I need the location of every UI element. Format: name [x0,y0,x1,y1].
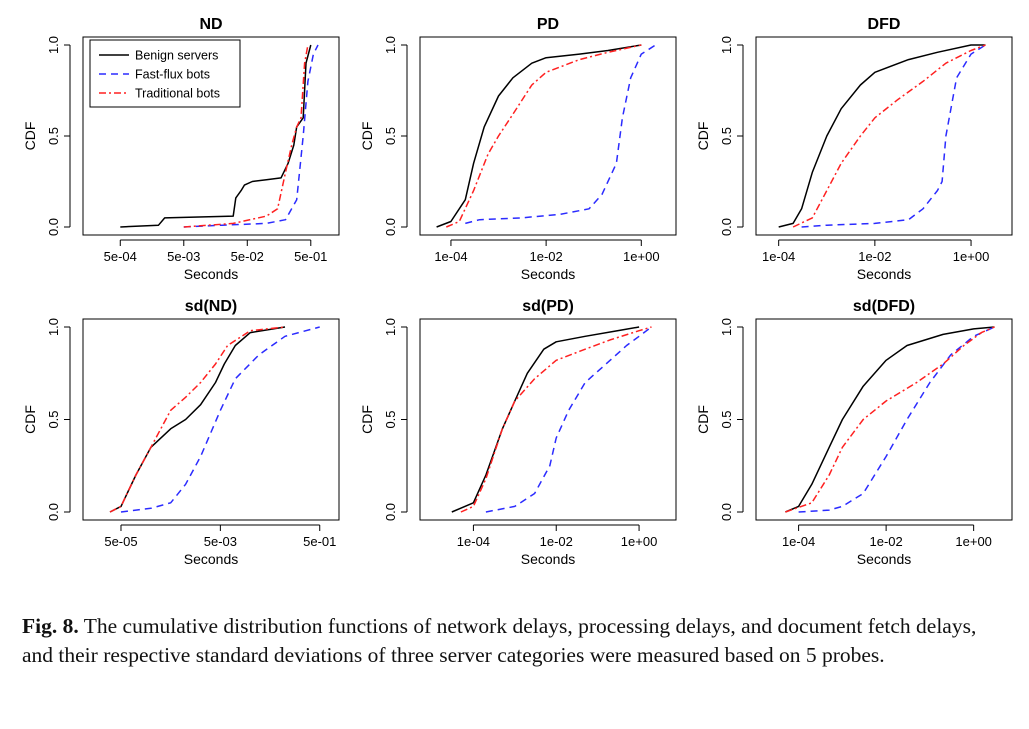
y-tick-label: 0.0 [719,218,734,236]
y-tick-label: 1.0 [719,318,734,336]
y-tick-label: 1.0 [383,318,398,336]
y-axis-label: CDF [359,405,375,434]
series-line [451,326,640,513]
x-axis-label: Seconds [857,266,911,282]
y-tick-label: 1.0 [719,36,734,54]
figure-caption: Fig. 8. The cumulative distribution func… [22,612,1007,670]
y-tick-label: 0.0 [383,218,398,236]
x-axis-label: Seconds [521,266,575,282]
caption-text: The cumulative distribution functions of… [22,614,977,667]
x-tick-label: 1e-04 [434,249,467,264]
series-line [778,44,986,228]
series-line [120,44,312,228]
y-tick-label: 0.5 [383,410,398,428]
x-tick-label: 1e+00 [955,534,992,549]
x-tick-label: 5e-01 [303,534,336,549]
series-line [436,44,642,228]
y-axis-label: CDF [22,405,38,434]
x-tick-label: 1e-04 [457,534,490,549]
x-tick-label: 1e+00 [623,249,660,264]
x-tick-label: 1e+00 [621,534,658,549]
series-line [109,326,286,513]
series-line [798,326,995,513]
y-tick-label: 0.0 [719,503,734,521]
chart-panel: sd(PD) 1e-04 1e-02 1e+00 Seconds 0.0 0.5 1.0 CDF [359,298,677,567]
y-tick-label: 0.5 [383,127,398,145]
x-tick-label: 1e-04 [782,534,815,549]
y-tick-label: 0.0 [46,503,61,521]
series-line [785,326,995,513]
legend-label: Benign servers [135,49,218,63]
plot-frame [82,318,340,521]
x-tick-label: 1e-02 [869,534,902,549]
x-tick-label: 1e-04 [762,249,795,264]
x-tick-label: 1e-02 [540,534,573,549]
plot-frame [755,318,1013,521]
chart-panel: DFD 1e-04 1e-02 1e+00 Seconds 0.0 0.5 1.0 CDF [695,16,1013,282]
chart-panel: ND 5e-04 5e-03 5e-02 5e-01 Seconds 0.0 0.5 1.0 CD… [22,16,340,282]
series-line [460,326,652,513]
y-tick-label: 0.5 [719,410,734,428]
chart-title: DFD [868,16,901,33]
x-tick-label: 1e-02 [529,249,562,264]
series-line [801,44,986,228]
x-tick-label: 1e+00 [953,249,990,264]
chart-panel: sd(DFD) 1e-04 1e-02 1e+00 Seconds 0.0 0.5 1.0 CD… [695,298,1013,567]
series-line [785,326,995,513]
series-line [109,326,286,513]
chart-title: sd(DFD) [853,298,915,315]
chart-title: PD [537,16,559,33]
series-line [183,44,319,228]
y-tick-label: 0.5 [719,127,734,145]
y-axis-label: CDF [695,405,711,434]
chart-title: ND [199,16,222,33]
chart-title: sd(ND) [185,298,237,315]
y-tick-label: 1.0 [383,36,398,54]
x-tick-label: 5e-05 [104,534,137,549]
x-tick-label: 5e-03 [204,534,237,549]
chart-title: sd(PD) [522,298,574,315]
plot-frame [419,318,677,521]
x-axis-label: Seconds [184,551,238,567]
y-tick-label: 1.0 [46,318,61,336]
plot-frame [82,36,340,236]
legend-label: Fast-flux bots [135,68,210,82]
x-tick-label: 1e-02 [858,249,891,264]
plot-frame [755,36,1013,236]
y-tick-label: 1.0 [46,36,61,54]
series-line [183,44,309,228]
series-line [465,44,657,225]
y-tick-label: 0.5 [46,127,61,145]
y-axis-label: CDF [695,122,711,151]
series-line [120,326,320,513]
x-axis-label: Seconds [521,551,575,567]
x-axis-label: Seconds [184,266,238,282]
x-tick-label: 5e-02 [231,249,264,264]
chart-panel: PD 1e-04 1e-02 1e+00 Seconds 0.0 0.5 1.0 CDF [359,16,677,282]
x-tick-label: 5e-04 [104,249,137,264]
y-tick-label: 0.0 [46,218,61,236]
series-line [792,44,986,228]
y-axis-label: CDF [22,122,38,151]
x-tick-label: 5e-01 [294,249,327,264]
plot-frame [419,36,677,236]
chart-panel: sd(ND) 5e-05 5e-03 5e-01 Seconds 0.0 0.5 1.0 CDF [22,298,340,567]
y-tick-label: 0.5 [46,410,61,428]
y-axis-label: CDF [359,122,375,151]
cdf-figure: ND 5e-04 5e-03 5e-02 5e-01 Seconds 0.0 0.5 1.0 CD… [22,16,1013,567]
y-tick-label: 0.0 [383,503,398,521]
series-line [446,44,642,228]
x-tick-label: 5e-03 [167,249,200,264]
caption-label: Fig. 8. [22,614,79,638]
x-axis-label: Seconds [857,551,911,567]
legend-label: Traditional bots [135,87,220,101]
